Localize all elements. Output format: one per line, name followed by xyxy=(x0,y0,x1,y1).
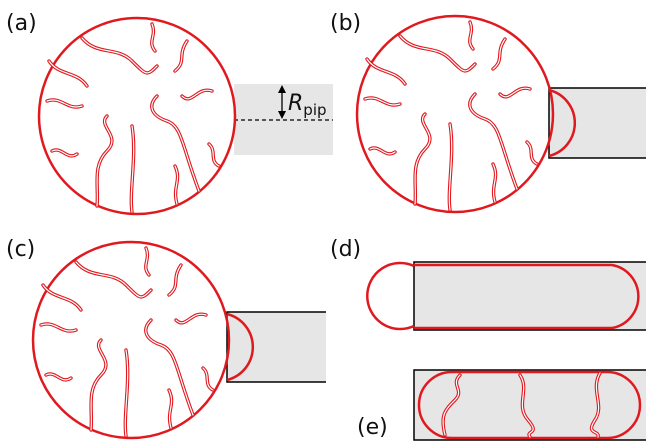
panel-label: (a) xyxy=(6,11,37,36)
panel-label: (b) xyxy=(330,11,361,36)
pipette xyxy=(414,262,646,330)
filaments xyxy=(47,24,219,212)
panel-label: (d) xyxy=(330,237,361,262)
vesicle xyxy=(357,16,553,212)
subscript: pip xyxy=(303,101,326,119)
figure: (a) Rpip (b) (c) (d) (e) xyxy=(0,0,646,444)
vesicle xyxy=(39,18,235,214)
vesicle xyxy=(33,242,229,438)
symbol: R xyxy=(288,91,303,116)
filaments xyxy=(365,22,537,210)
panel-label: (e) xyxy=(357,415,388,440)
filaments xyxy=(41,248,213,436)
panel-label: (c) xyxy=(6,237,35,262)
vesicle-remnant xyxy=(367,263,414,329)
